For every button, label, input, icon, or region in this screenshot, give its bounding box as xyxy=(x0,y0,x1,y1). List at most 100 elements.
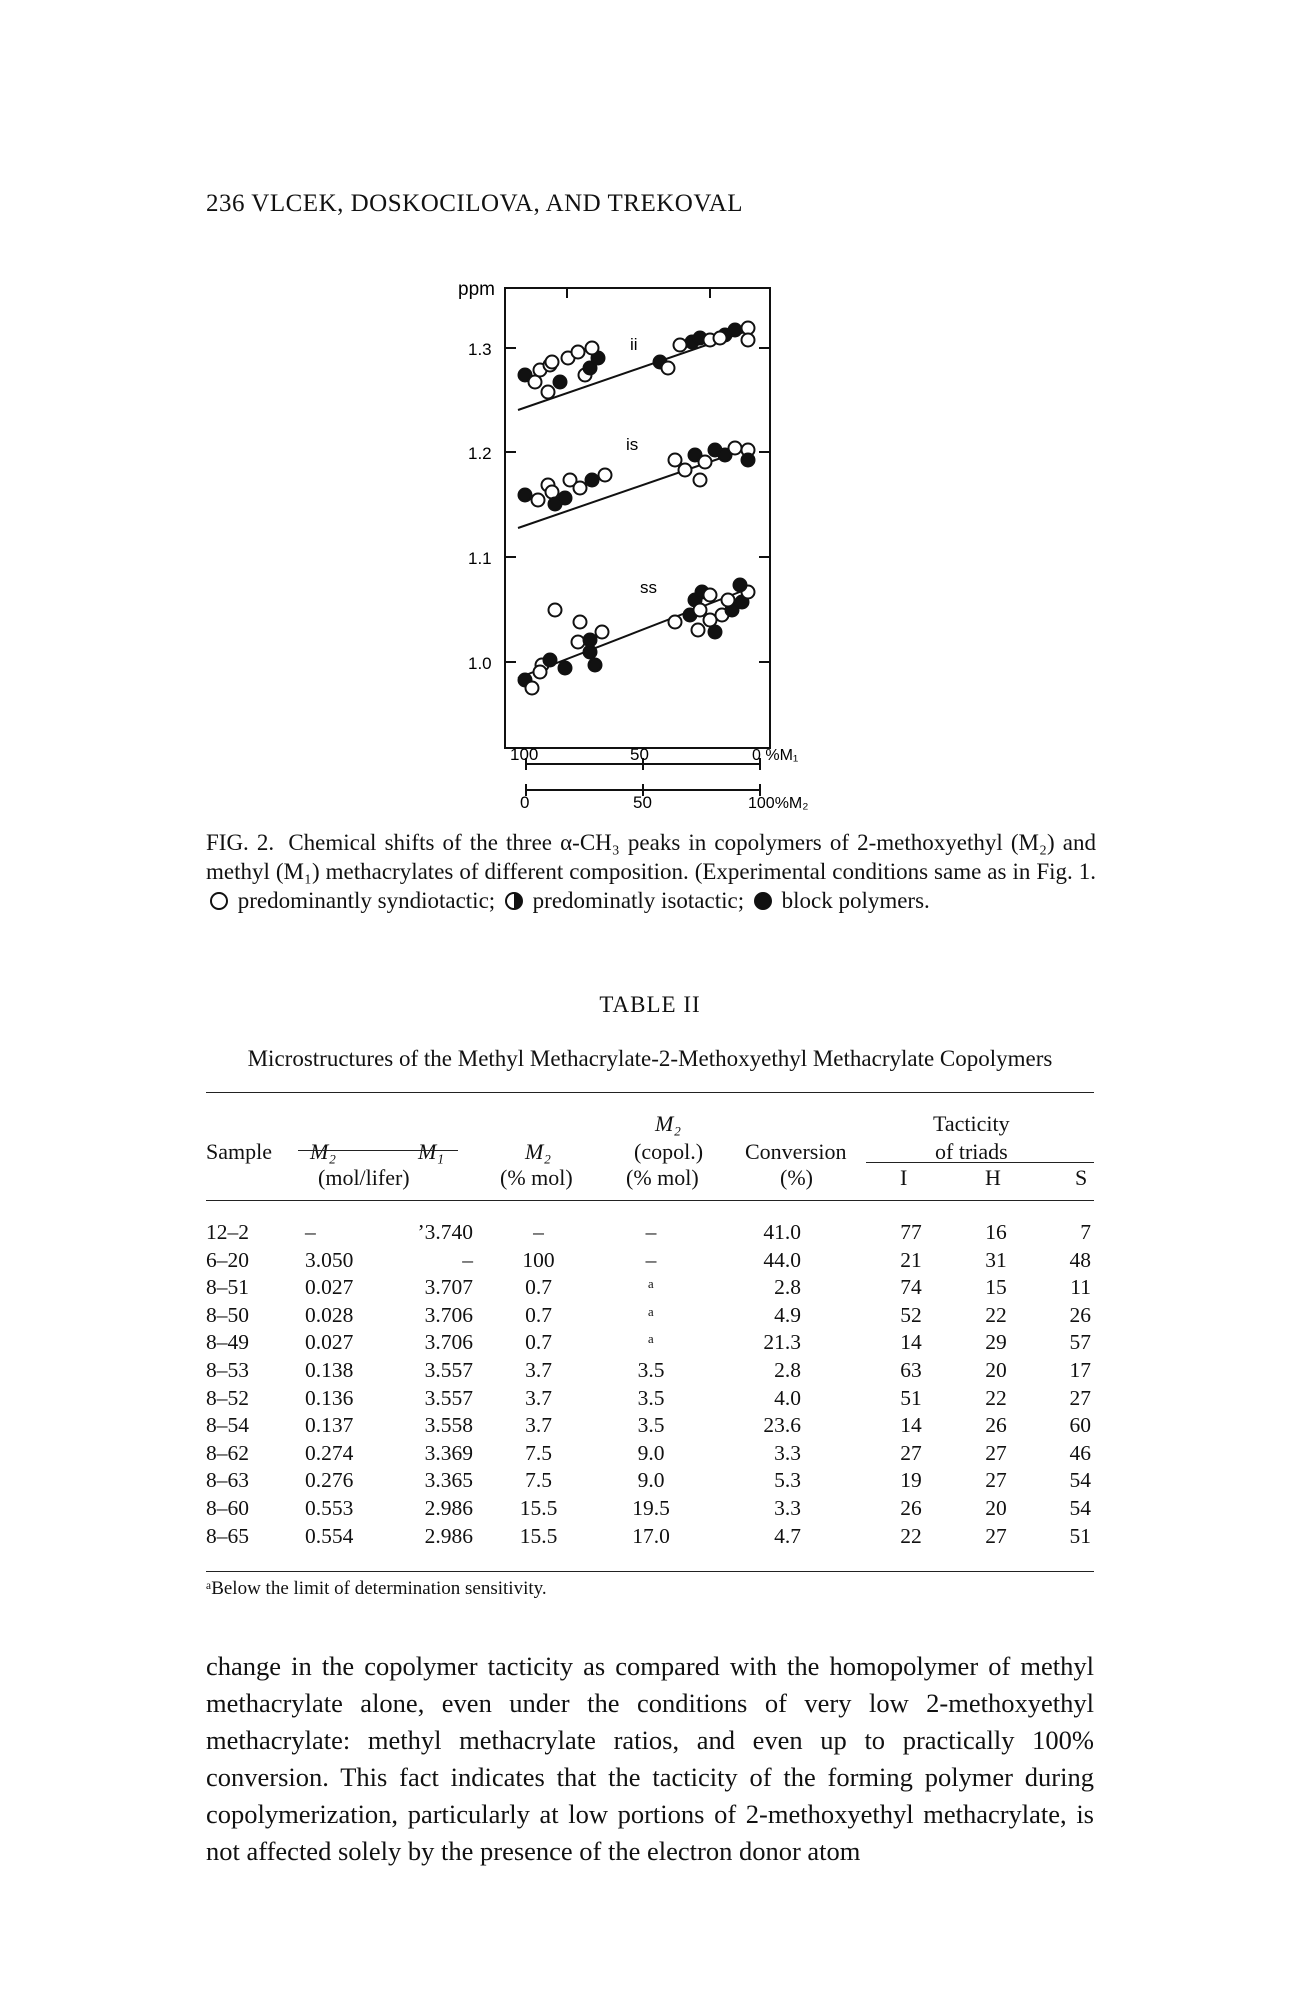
filled-point xyxy=(687,447,703,463)
header-conversion: Conversion xyxy=(745,1139,847,1164)
open-point xyxy=(562,472,578,488)
cell-m2p: 3.7 xyxy=(525,1413,552,1438)
cell-m2p: – xyxy=(533,1220,544,1244)
open-point xyxy=(572,480,588,496)
header-mol-lifer: (mol/lifer) xyxy=(318,1165,410,1190)
cell-m2c: ᵃ xyxy=(648,1275,654,1300)
cell-m2p: 15.5 xyxy=(519,1523,558,1548)
cell-h: 22 xyxy=(985,1385,1007,1410)
cell-m2c: – xyxy=(645,1220,657,1244)
cell-s: 11 xyxy=(1070,1275,1091,1300)
filled-point xyxy=(584,472,600,488)
cell-m1: 2.986 xyxy=(424,1495,473,1520)
chemical-shift-plot: ppm 1.3 1.2 1.1 1.0 ii is ss 100 50 0 %M… xyxy=(458,279,808,810)
cell-sample: 8–52 xyxy=(206,1385,249,1410)
filled-point xyxy=(707,624,723,640)
cell-conv: 2.8 xyxy=(774,1275,801,1300)
open-point xyxy=(702,587,718,603)
header-mol-rule xyxy=(298,1150,458,1151)
cell-sample: 8–51 xyxy=(206,1275,249,1300)
caption-text: Chemical shifts of the three α-CH₃ peaks… xyxy=(206,830,1096,884)
cell-m1: 3.558 xyxy=(424,1413,473,1438)
cell-h: 20 xyxy=(985,1495,1007,1520)
cell-conv: 4.7 xyxy=(774,1523,801,1548)
table-row: 8–60 0.553 2.986 15.5 19.5 3.3 26 20 54 xyxy=(206,1496,1094,1524)
table-row: 8–62 0.274 3.369 7.5 9.0 3.3 27 27 46 xyxy=(206,1441,1094,1469)
cell-m2c: ᵃ xyxy=(648,1302,654,1327)
cell-s: 27 xyxy=(1069,1385,1092,1410)
filled-circle-icon xyxy=(753,892,772,910)
cell-conv: 4.0 xyxy=(774,1385,801,1410)
cell-conv: 5.3 xyxy=(774,1468,801,1493)
cell-i: 77 xyxy=(900,1220,922,1244)
cell-conv: 4.9 xyxy=(774,1302,801,1327)
table-row: 8–52 0.136 3.557 3.7 3.5 4.0 51 22 27 xyxy=(206,1386,1094,1414)
table-subtitle: Microstructures of the Methyl Methacryla… xyxy=(247,1046,1053,1071)
cell-m2: – xyxy=(305,1220,316,1244)
filled-point xyxy=(587,657,603,673)
cell-h: 29 xyxy=(985,1330,1007,1355)
cell-i: 74 xyxy=(900,1275,922,1300)
cell-sample: 8–63 xyxy=(206,1468,249,1493)
cell-m2c: 9.0 xyxy=(637,1440,665,1465)
cell-conv: 2.8 xyxy=(774,1357,801,1382)
cell-conv: 23.6 xyxy=(763,1413,801,1438)
cell-sample: 8–53 xyxy=(206,1357,249,1382)
band-label-ss: ss xyxy=(640,578,657,597)
open-point xyxy=(544,484,560,500)
cell-m2c: 9.0 xyxy=(637,1468,665,1493)
table-row: 12–2 – ʼ3.740 – – 41.0 77 16 7 xyxy=(206,1220,1094,1248)
cell-s: 7 xyxy=(1080,1220,1091,1244)
cell-m2p: 100 xyxy=(522,1247,555,1272)
open-point xyxy=(597,467,613,483)
open-point xyxy=(544,354,560,370)
header-h: H xyxy=(985,1165,1001,1190)
band-label-ii: ii xyxy=(630,335,638,354)
cell-m2c: – xyxy=(645,1247,657,1272)
cell-m1: 3.706 xyxy=(424,1330,473,1355)
cell-m1: 2.986 xyxy=(424,1523,473,1548)
header-m1: M₁ xyxy=(418,1139,444,1164)
cell-m2p: 0.7 xyxy=(525,1302,552,1327)
cell-m2: 0.027 xyxy=(305,1275,354,1300)
filled-point xyxy=(732,577,748,593)
cell-h: 31 xyxy=(985,1247,1007,1272)
open-point xyxy=(660,360,676,376)
filled-point xyxy=(557,660,573,676)
table-row: 8–51 0.027 3.707 0.7 ᵃ 2.8 74 15 11 xyxy=(206,1275,1094,1303)
header-copol-unit: (% mol) xyxy=(626,1165,699,1190)
x-bottom-tick-50: 50 xyxy=(633,793,652,810)
cell-m2: 0.553 xyxy=(305,1495,354,1520)
header-conversion-unit: (%) xyxy=(780,1165,813,1190)
open-point xyxy=(672,337,688,353)
header-i: I xyxy=(900,1165,908,1190)
open-point xyxy=(727,440,743,456)
cell-m2p: 0.7 xyxy=(525,1330,552,1355)
y-tick-1-0: 1.0 xyxy=(468,654,492,673)
cell-sample: 12–2 xyxy=(206,1220,249,1244)
x-top-tick-50: 50 xyxy=(630,745,649,764)
cell-i: 52 xyxy=(900,1302,922,1327)
y-tick-1-3: 1.3 xyxy=(468,340,492,359)
filled-point xyxy=(547,496,563,512)
filled-point xyxy=(582,644,598,660)
open-point xyxy=(692,472,708,488)
cell-m2: 3.050 xyxy=(305,1247,354,1272)
cell-i: 22 xyxy=(900,1523,922,1548)
cell-sample: 8–50 xyxy=(206,1302,249,1327)
cell-h: 27 xyxy=(985,1468,1007,1493)
cell-m1: 3.557 xyxy=(424,1385,473,1410)
cell-h: 20 xyxy=(985,1357,1007,1382)
caption-full-text: block polymers. xyxy=(781,888,930,913)
cell-h: 22 xyxy=(985,1302,1007,1327)
table-body: 12–2 – ʼ3.740 – – 41.0 77 16 7 6–20 3.050 – 100 – 44.0… xyxy=(206,1220,1094,1551)
cell-m2p: 7.5 xyxy=(525,1468,552,1493)
table-header-rule xyxy=(206,1200,1094,1201)
cell-h: 27 xyxy=(985,1523,1007,1548)
cell-m2: 0.276 xyxy=(305,1468,354,1493)
table-row: 6–20 3.050 – 100 – 44.0 21 31 48 xyxy=(206,1248,1094,1276)
cell-conv: 44.0 xyxy=(763,1247,801,1272)
cell-m2c: 17.0 xyxy=(632,1523,670,1548)
cell-m2p: 15.5 xyxy=(519,1495,558,1520)
header-m2: M₂ xyxy=(310,1139,336,1164)
